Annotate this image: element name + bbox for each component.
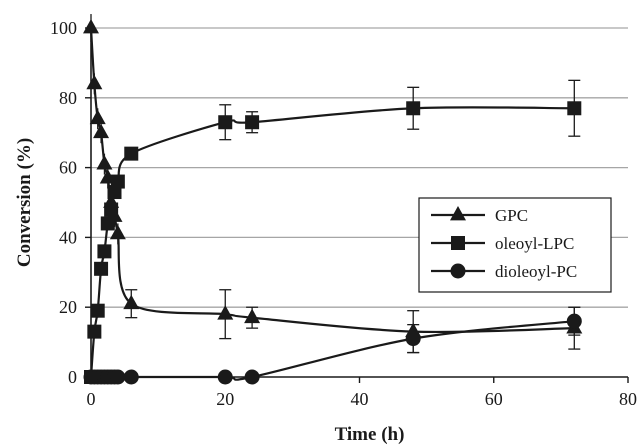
data-point-gpc bbox=[123, 294, 140, 310]
x-tick-label-0: 0 bbox=[87, 389, 96, 409]
y-tick-label-60: 60 bbox=[59, 158, 77, 178]
x-tick-label-40: 40 bbox=[351, 389, 369, 409]
data-point-oleoyl-lpc bbox=[104, 202, 119, 217]
data-point-oleoyl-lpc bbox=[97, 244, 112, 259]
data-point-oleoyl-lpc bbox=[124, 146, 139, 161]
series-dioleoyl-pc bbox=[83, 306, 582, 385]
data-point-gpc bbox=[109, 224, 126, 240]
data-point-oleoyl-lpc bbox=[218, 115, 233, 130]
y-tick-label-80: 80 bbox=[59, 88, 77, 108]
data-point-oleoyl-lpc bbox=[94, 261, 109, 276]
data-point-gpc bbox=[86, 74, 103, 90]
data-point-gpc bbox=[217, 305, 234, 320]
x-tick-label-60: 60 bbox=[485, 389, 503, 409]
y-tick-label-40: 40 bbox=[59, 227, 77, 247]
data-point-oleoyl-lpc bbox=[406, 101, 421, 116]
legend-marker-dioleoyl-pc bbox=[450, 263, 466, 279]
x-tick-label-80: 80 bbox=[619, 389, 637, 409]
data-point-gpc bbox=[93, 123, 110, 139]
data-point-oleoyl-lpc bbox=[110, 174, 125, 189]
data-point-oleoyl-lpc bbox=[567, 101, 582, 116]
x-tick-label-20: 20 bbox=[216, 389, 234, 409]
y-axis-title: Conversion (%) bbox=[14, 138, 35, 267]
data-point-oleoyl-lpc bbox=[100, 216, 115, 231]
y-tick-label-20: 20 bbox=[59, 297, 77, 317]
axes: 0 20 40 60 80 100 0 20 40 60 80 bbox=[50, 18, 637, 409]
data-point-gpc bbox=[83, 19, 99, 34]
data-point-dioleoyl-pc bbox=[405, 331, 421, 347]
series-gpc bbox=[83, 14, 583, 354]
legend: GPC oleoyl-LPC dioleoyl-PC bbox=[418, 197, 612, 293]
data-point-oleoyl-lpc bbox=[245, 115, 260, 130]
legend-marker-gpc bbox=[450, 206, 466, 221]
data-point-oleoyl-lpc bbox=[90, 303, 105, 318]
x-axis-title: Time (h) bbox=[335, 424, 405, 445]
data-point-gpc bbox=[244, 308, 261, 324]
legend-label-gpc: GPC bbox=[495, 206, 528, 225]
legend-marker-oleoyl-lpc bbox=[451, 236, 465, 250]
data-point-gpc bbox=[89, 109, 106, 125]
legend-label-dioleoyl-pc: dioleoyl-PC bbox=[495, 262, 577, 281]
y-tick-label-0: 0 bbox=[68, 367, 77, 387]
legend-label-oleoyl-lpc: oleoyl-LPC bbox=[495, 234, 574, 253]
data-point-gpc bbox=[96, 155, 113, 170]
y-tick-label-100: 100 bbox=[50, 18, 77, 38]
data-point-dioleoyl-pc bbox=[566, 313, 582, 329]
data-point-oleoyl-lpc bbox=[87, 324, 102, 339]
